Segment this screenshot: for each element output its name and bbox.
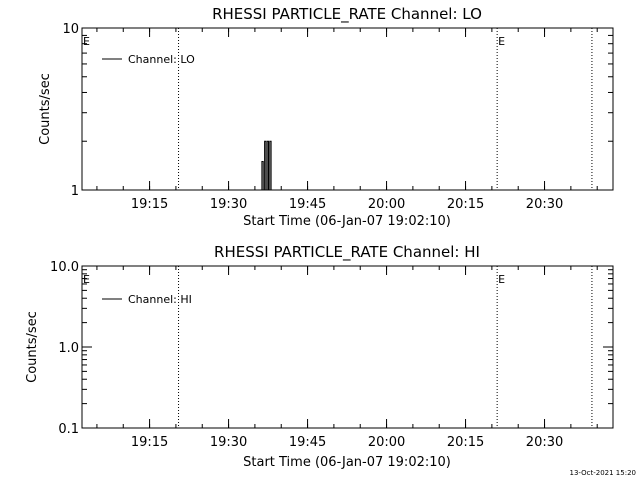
- x-axis-ticks-lo: 19:15 19:30 19:45 20:00 20:15 20:30: [96, 28, 598, 212]
- x-axis-label-hi: Start Time (06-Jan-07 19:02:10): [243, 455, 451, 470]
- x-tick-label: 20:15: [447, 435, 484, 450]
- x-axis-label-lo: Start Time (06-Jan-07 19:02:10): [243, 214, 451, 229]
- event-marker-label: E: [83, 273, 90, 286]
- series-line: [261, 140, 272, 191]
- x-tick-label: 20:30: [526, 435, 563, 450]
- x-tick-label: 20:00: [368, 197, 405, 212]
- y-axis-ticks-lo: 1 10: [62, 22, 613, 199]
- y-tick-label: 1.0: [58, 341, 79, 356]
- y-tick-label: 10.0: [50, 260, 79, 275]
- y-tick-label: 10: [62, 22, 79, 37]
- x-tick-label: 20:00: [368, 435, 405, 450]
- y-tick-label: 1: [71, 184, 79, 199]
- event-marker-label: E: [498, 35, 505, 48]
- y-axis-label-lo: Counts/sec: [38, 73, 53, 145]
- x-tick-label: 20:30: [526, 197, 563, 212]
- legend-label-lo: Channel: LO: [128, 53, 195, 66]
- y-axis-ticks-hi: 0.1 1.0 10.0: [50, 260, 613, 437]
- event-marker-label: E: [498, 273, 505, 286]
- chart-title-lo: RHESSI PARTICLE_RATE Channel: LO: [212, 5, 482, 24]
- x-tick-label: 19:45: [289, 435, 326, 450]
- x-tick-label: 19:30: [210, 435, 247, 450]
- legend-label-hi: Channel: HI: [128, 293, 192, 306]
- x-tick-label: 19:15: [131, 197, 168, 212]
- plot-frame-hi: [81, 265, 614, 429]
- x-tick-label: 19:30: [210, 197, 247, 212]
- date-stamp: 13-Oct-2021 15:20: [570, 469, 636, 477]
- y-tick-label: 0.1: [58, 422, 79, 437]
- x-tick-label: 19:15: [131, 435, 168, 450]
- x-tick-label: 20:15: [447, 197, 484, 212]
- x-axis-ticks-hi: 19:15 19:30 19:45 20:00 20:15 20:30: [96, 266, 598, 450]
- plot-frame-lo: [81, 27, 614, 191]
- chart-title-hi: RHESSI PARTICLE_RATE Channel: HI: [214, 243, 480, 262]
- x-tick-label: 19:45: [289, 197, 326, 212]
- event-marker-label: E: [83, 35, 90, 48]
- series-lo: [261, 140, 272, 191]
- y-axis-label-hi: Counts/sec: [25, 311, 40, 383]
